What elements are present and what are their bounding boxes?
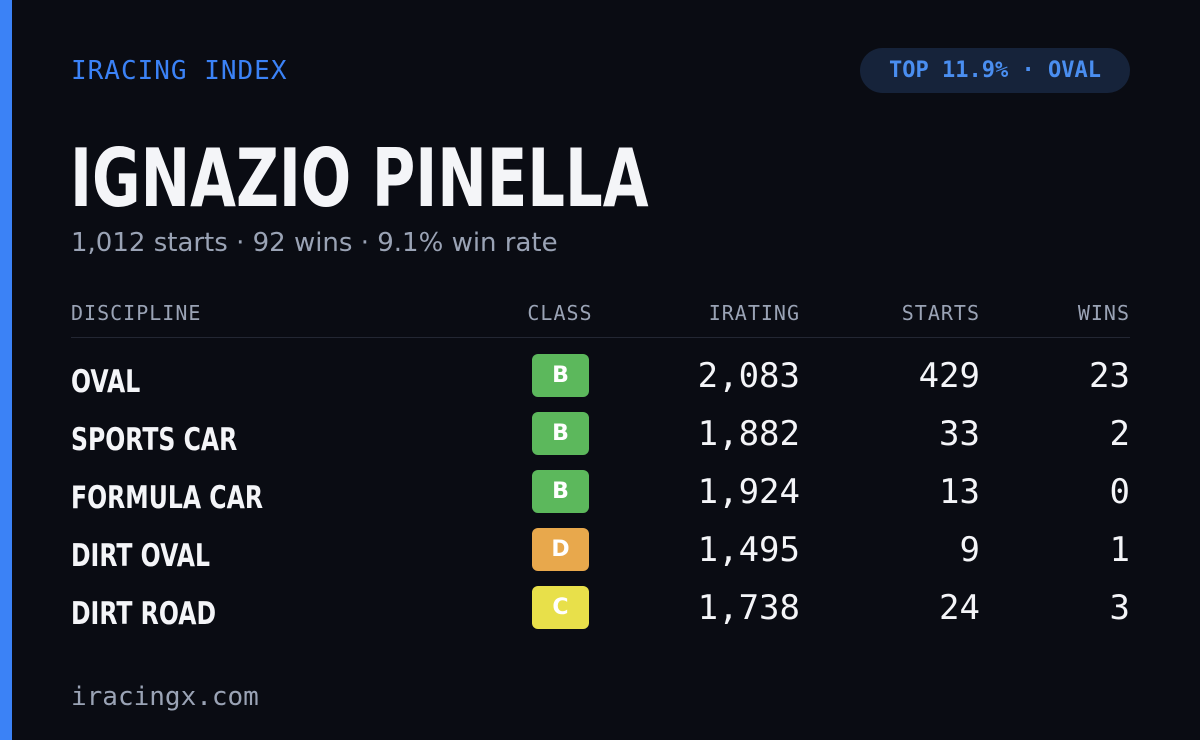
column-header: DISCIPLINE — [71, 301, 202, 325]
irating: 1,495 — [697, 530, 800, 570]
discipline: OVAL — [71, 364, 141, 400]
discipline: DIRT ROAD — [71, 596, 217, 632]
driver-summary: 1,012 starts · 92 wins · 9.1% win rate — [71, 228, 558, 258]
class-badge: D — [532, 528, 589, 571]
footer-site: iracingx.com — [71, 682, 259, 712]
discipline: SPORTS CAR — [71, 422, 238, 458]
irating: 1,882 — [697, 414, 800, 454]
class-badge: B — [532, 354, 589, 397]
class-badge: C — [532, 586, 589, 629]
accent-bar — [0, 0, 12, 740]
wins: 1 — [1109, 530, 1130, 570]
brand: IRACING INDEX — [71, 56, 288, 86]
irating: 2,083 — [697, 356, 800, 396]
wins: 3 — [1109, 588, 1130, 628]
rank-badge: TOP 11.9% · OVAL — [860, 48, 1130, 93]
driver-name: IGNAZIO PINELLA — [70, 132, 649, 225]
class-badge: B — [532, 470, 589, 513]
column-header: STARTS — [901, 301, 980, 325]
starts: 429 — [918, 356, 980, 396]
wins: 0 — [1109, 472, 1130, 512]
starts: 24 — [939, 588, 980, 628]
irating: 1,924 — [697, 472, 800, 512]
column-header: CLASS — [527, 301, 593, 325]
discipline: FORMULA CAR — [71, 480, 263, 516]
starts: 13 — [939, 472, 980, 512]
irating: 1,738 — [697, 588, 800, 628]
class-badge: B — [532, 412, 589, 455]
discipline: DIRT OVAL — [71, 538, 210, 574]
wins: 23 — [1089, 356, 1130, 396]
divider — [71, 337, 1130, 338]
column-header: WINS — [1077, 301, 1130, 325]
starts: 9 — [959, 530, 980, 570]
starts: 33 — [939, 414, 980, 454]
wins: 2 — [1109, 414, 1130, 454]
column-header: IRATING — [708, 301, 800, 325]
